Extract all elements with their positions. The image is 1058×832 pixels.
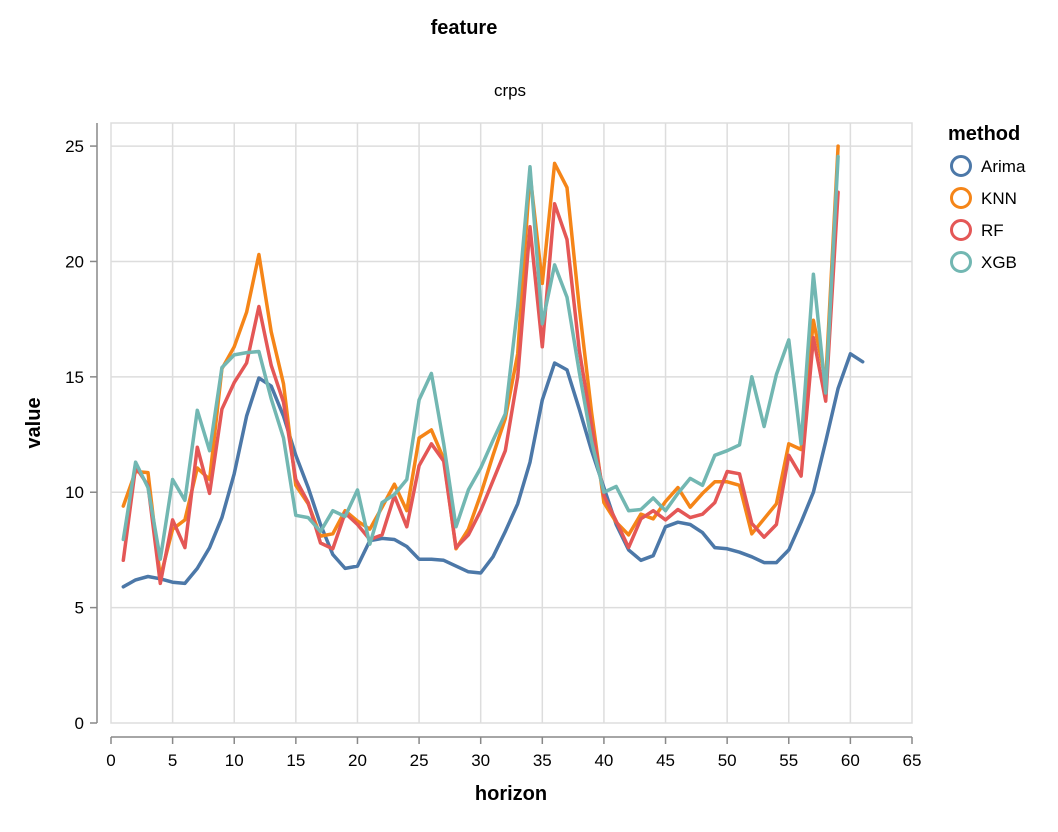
x-axis: 0 5 10 15 20 25 30 35 40 45 50 55 60 65 (106, 736, 922, 770)
legend-symbol-arima (950, 155, 972, 177)
header-title: feature (431, 17, 498, 39)
x-tick-label: 55 (779, 751, 798, 770)
legend: method Arima KNN RF XGB (948, 123, 1026, 273)
plot-frame (110, 122, 913, 724)
legend-symbol-knn (950, 187, 972, 209)
x-tick-label: 45 (656, 751, 675, 770)
y-tick-label: 0 (75, 714, 84, 733)
x-tick-label: 15 (286, 751, 305, 770)
legend-title: method (948, 123, 1020, 145)
legend-item-xgb: XGB (950, 251, 1017, 273)
legend-label-knn: KNN (981, 189, 1017, 208)
x-tick-label: 40 (594, 751, 613, 770)
y-axis-title: value (23, 397, 45, 448)
y-tick-label: 5 (75, 599, 84, 618)
y-tick-label: 25 (65, 137, 84, 156)
legend-item-arima: Arima (950, 155, 1026, 177)
x-tick-label: 50 (718, 751, 737, 770)
series-line-knn (121, 144, 840, 580)
x-tick-label: 5 (168, 751, 177, 770)
x-tick-label: 30 (471, 751, 490, 770)
series-line-rf (121, 190, 840, 586)
y-tick-label: 10 (65, 483, 84, 502)
y-axis: 0 5 10 15 20 25 (65, 123, 98, 733)
series-group (121, 144, 865, 589)
legend-item-rf: RF (950, 219, 1004, 241)
x-tick-label: 35 (533, 751, 552, 770)
y-tick-label: 20 (65, 252, 84, 271)
x-tick-label: 0 (106, 751, 115, 770)
legend-items: Arima KNN RF XGB (950, 155, 1026, 273)
chart-title: crps (494, 81, 526, 100)
x-axis-title: horizon (475, 783, 547, 805)
series-line-xgb (121, 154, 840, 561)
legend-label-rf: RF (981, 221, 1004, 240)
legend-label-xgb: XGB (981, 253, 1017, 272)
legend-item-knn: KNN (950, 187, 1017, 209)
x-tick-label: 20 (348, 751, 367, 770)
legend-label-arima: Arima (981, 157, 1026, 176)
x-tick-label: 25 (410, 751, 429, 770)
x-tick-label: 60 (841, 751, 860, 770)
legend-symbol-rf (950, 219, 972, 241)
series-line-arima (121, 352, 865, 589)
x-tick-label: 10 (225, 751, 244, 770)
legend-symbol-xgb (950, 251, 972, 273)
x-tick-label: 65 (903, 751, 922, 770)
y-tick-label: 15 (65, 368, 84, 387)
